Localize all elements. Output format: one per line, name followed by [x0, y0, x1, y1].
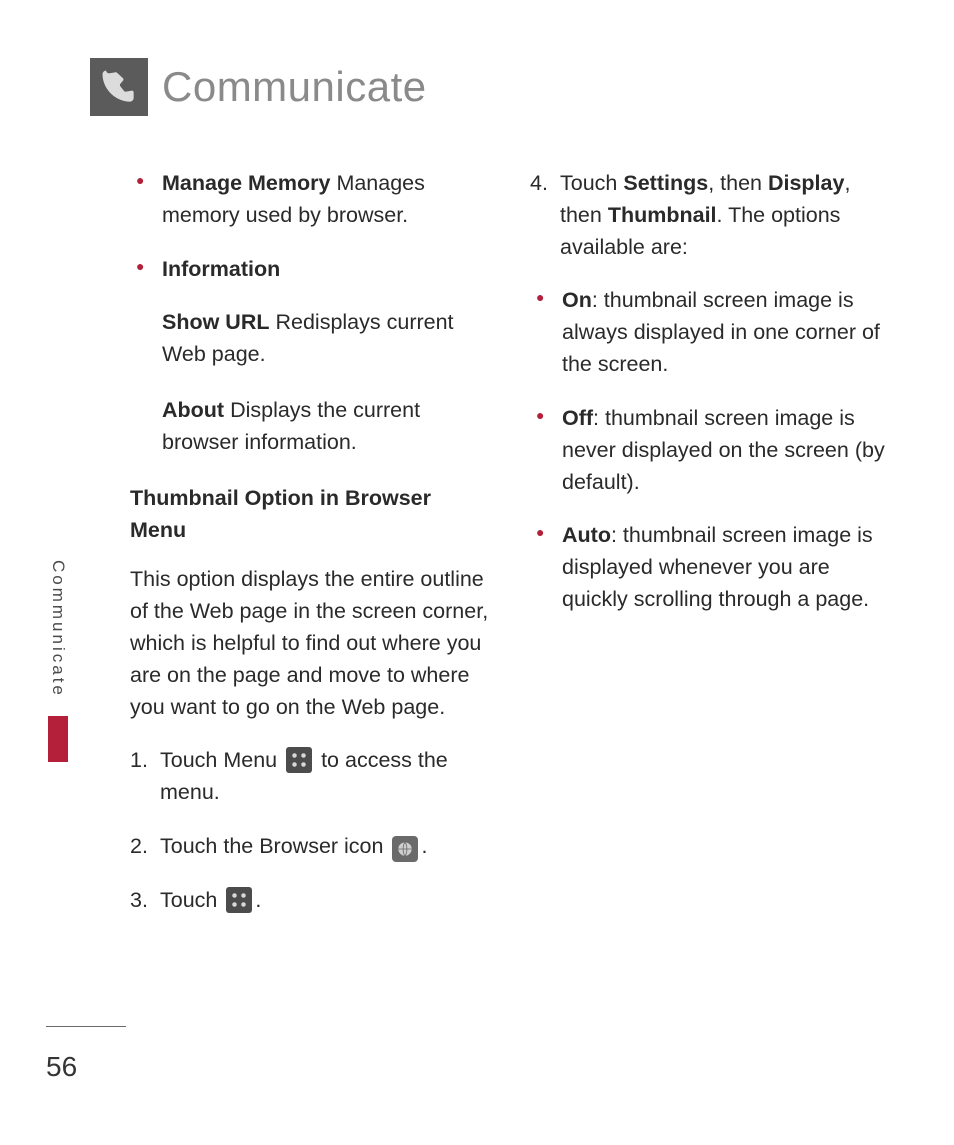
- sub-show-url: Show URL Redisplays current Web page.: [130, 307, 490, 371]
- step-text: Touch Menu: [160, 748, 283, 772]
- page-title: Communicate: [162, 63, 427, 111]
- step-bold: Display: [768, 171, 844, 195]
- step-number: 3.: [130, 885, 148, 917]
- bullet-bold: Off: [562, 406, 593, 430]
- sub-bold: Show URL: [162, 310, 270, 334]
- globe-icon: [392, 836, 418, 862]
- step-text: Touch: [160, 888, 223, 912]
- bullet-manage-memory: Manage Memory Manages memory used by bro…: [130, 168, 490, 232]
- step-number: 1.: [130, 745, 148, 777]
- bullet-bold: Information: [162, 257, 280, 281]
- step-4: 4. Touch Settings, then Display, then Th…: [530, 168, 890, 263]
- side-accent-bar: [48, 716, 68, 762]
- step-number: 2.: [130, 831, 148, 863]
- bullet-bold: Auto: [562, 523, 611, 547]
- phone-icon: [90, 58, 148, 116]
- step-text: Touch the Browser icon: [160, 834, 389, 858]
- bullet-text: : thumbnail screen image is never displa…: [562, 406, 885, 494]
- step-text: Touch: [560, 171, 623, 195]
- step-bold: Thumbnail: [608, 203, 717, 227]
- step-bold: Settings: [623, 171, 708, 195]
- footer-divider: [46, 1026, 126, 1027]
- bullet-bold: Manage Memory: [162, 171, 330, 195]
- step-number: 4.: [530, 168, 548, 200]
- bullet-off: Off: thumbnail screen image is never dis…: [530, 403, 890, 498]
- left-column: Manage Memory Manages memory used by bro…: [130, 168, 490, 939]
- side-label: Communicate: [48, 560, 68, 698]
- bullet-information: Information: [130, 254, 490, 286]
- right-column: 4. Touch Settings, then Display, then Th…: [530, 168, 890, 939]
- content-columns: Manage Memory Manages memory used by bro…: [130, 168, 890, 939]
- bullet-auto: Auto: thumbnail screen image is displaye…: [530, 520, 890, 615]
- step-text: .: [421, 834, 427, 858]
- page-header: Communicate: [90, 58, 427, 116]
- step-1: 1. Touch Menu to access the menu.: [130, 745, 490, 809]
- sub-bold: About: [162, 398, 224, 422]
- side-tab: Communicate: [48, 560, 68, 762]
- sub-about: About Displays the current browser infor…: [130, 395, 490, 459]
- step-text: .: [255, 888, 261, 912]
- page-number: 56: [46, 1051, 77, 1083]
- bullet-on: On: thumbnail screen image is always dis…: [530, 285, 890, 380]
- body-paragraph: This option displays the entire outline …: [130, 564, 490, 723]
- bullet-bold: On: [562, 288, 592, 312]
- section-heading: Thumbnail Option in Browser Menu: [130, 483, 490, 547]
- step-text: , then: [708, 171, 768, 195]
- menu-grid-icon: [286, 747, 312, 773]
- menu-grid-icon: [226, 887, 252, 913]
- step-3: 3. Touch .: [130, 885, 490, 917]
- step-2: 2. Touch the Browser icon .: [130, 831, 490, 863]
- bullet-text: : thumbnail screen image is always displ…: [562, 288, 880, 376]
